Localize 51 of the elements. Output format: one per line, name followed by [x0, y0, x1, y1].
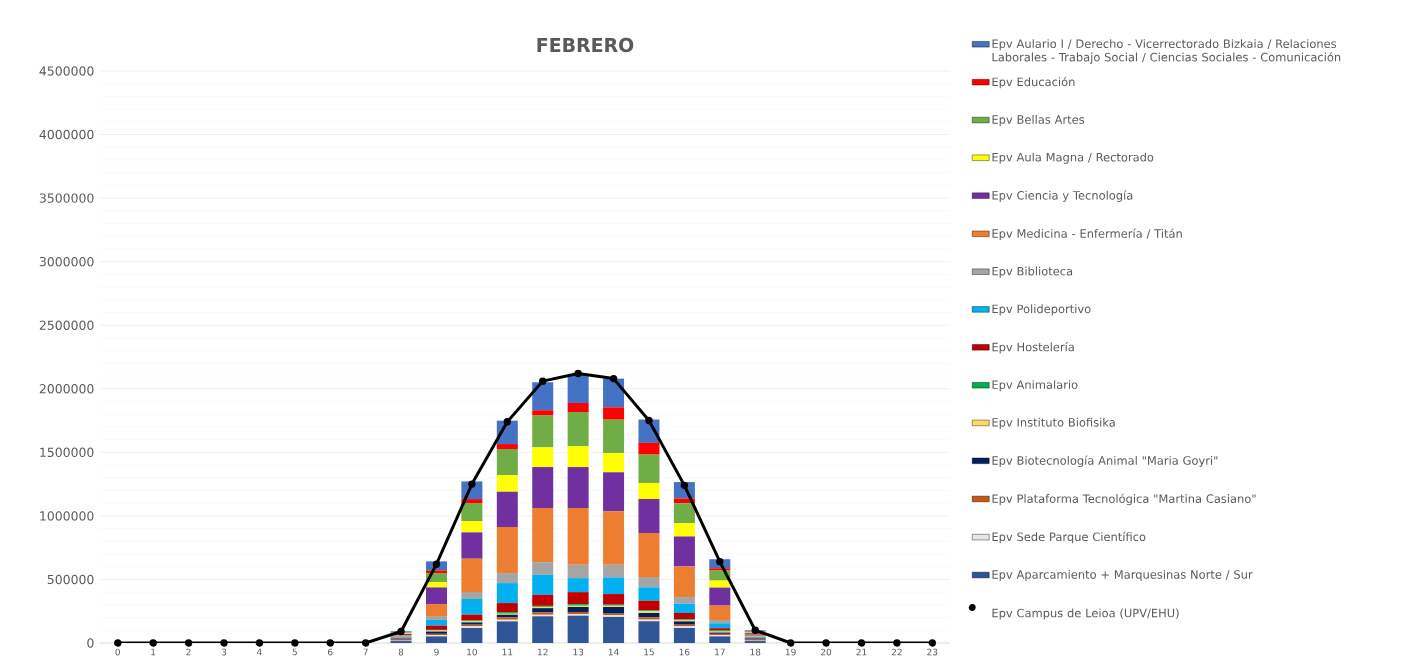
- x-tick-label: 16: [679, 648, 690, 656]
- x-tick-label: 19: [785, 648, 796, 656]
- y-tick-label: 1000000: [40, 511, 94, 521]
- y-tick-label: 3000000: [39, 256, 94, 267]
- x-tick-label: 20: [821, 648, 832, 656]
- y-tick-label: 3500000: [39, 193, 94, 203]
- y-tick-label: 2000000: [39, 384, 94, 394]
- legend-label: Epv Instituto Biofisika: [992, 417, 1115, 429]
- x-tick-label: 3: [221, 648, 227, 656]
- legend-label: Epv Campus de Leioa (UPV/EHU): [992, 608, 1179, 620]
- legend-label: Epv Biblioteca: [992, 266, 1073, 278]
- y-tick-label: 1500000: [40, 447, 94, 458]
- legend-label: Epv Aparcamiento + Marquesinas Norte / Sur: [992, 569, 1253, 582]
- y-tick-label: 0: [87, 638, 94, 648]
- x-tick-label: 0: [115, 648, 120, 656]
- x-tick-label: 7: [363, 648, 368, 656]
- legend-label: Epv Sede Parque Científico: [992, 531, 1146, 544]
- x-tick-label: 9: [434, 648, 439, 656]
- legend-label: Epv Bellas Artes: [992, 114, 1085, 127]
- y-tick-label: 4000000: [39, 129, 94, 140]
- x-tick-label: 14: [608, 648, 619, 656]
- x-tick-label: 18: [750, 648, 761, 656]
- legend-label: Epv Biotecnología Animal "Maria Goyri": [992, 455, 1218, 468]
- legend-label: Epv Aula Magna / Rectorado: [992, 152, 1154, 164]
- x-tick-label: 1: [151, 648, 156, 656]
- x-tick-label: 2: [186, 648, 191, 656]
- legend-label: Epv Educación: [992, 76, 1075, 89]
- x-tick-label: 6: [328, 648, 333, 656]
- x-tick-label: 15: [644, 648, 654, 656]
- x-tick-label: 23: [927, 648, 938, 656]
- y-tick-label: 4500000: [39, 66, 94, 76]
- legend-label: Epv Animalario: [992, 380, 1078, 392]
- legend-label: Epv Ciencia y Tecnología: [992, 190, 1133, 202]
- x-tick-label: 4: [256, 648, 262, 656]
- legend-label: Epv Aulario I / Derecho - Vicerrectorado Bizkaia / Relaciones Laborales - Trabajo Social / Ciencias Sociales - Comunicación: [992, 39, 1341, 64]
- chart-title: FEBRERO: [537, 37, 634, 53]
- x-tick-label: 5: [292, 648, 297, 656]
- legend-label: Epv Polideportivo: [992, 304, 1091, 316]
- x-tick-label: 13: [573, 648, 584, 656]
- legend-label: Epv Medicina - Enfermería / Titán: [992, 228, 1182, 241]
- x-tick-label: 11: [502, 648, 513, 656]
- y-tick-label: 500000: [47, 574, 94, 585]
- y-tick-label: 2500000: [39, 320, 94, 330]
- x-tick-label: 22: [891, 648, 902, 656]
- x-tick-label: 17: [715, 648, 725, 656]
- legend-label: Epv Plataforma Tecnológica "Martina Casiano": [992, 493, 1256, 506]
- x-tick-label: 12: [538, 648, 548, 656]
- x-tick-label: 8: [398, 648, 404, 656]
- legend-label: Epv Hostelería: [992, 342, 1074, 354]
- x-tick-label: 21: [856, 648, 867, 656]
- x-tick-label: 10: [467, 648, 477, 656]
